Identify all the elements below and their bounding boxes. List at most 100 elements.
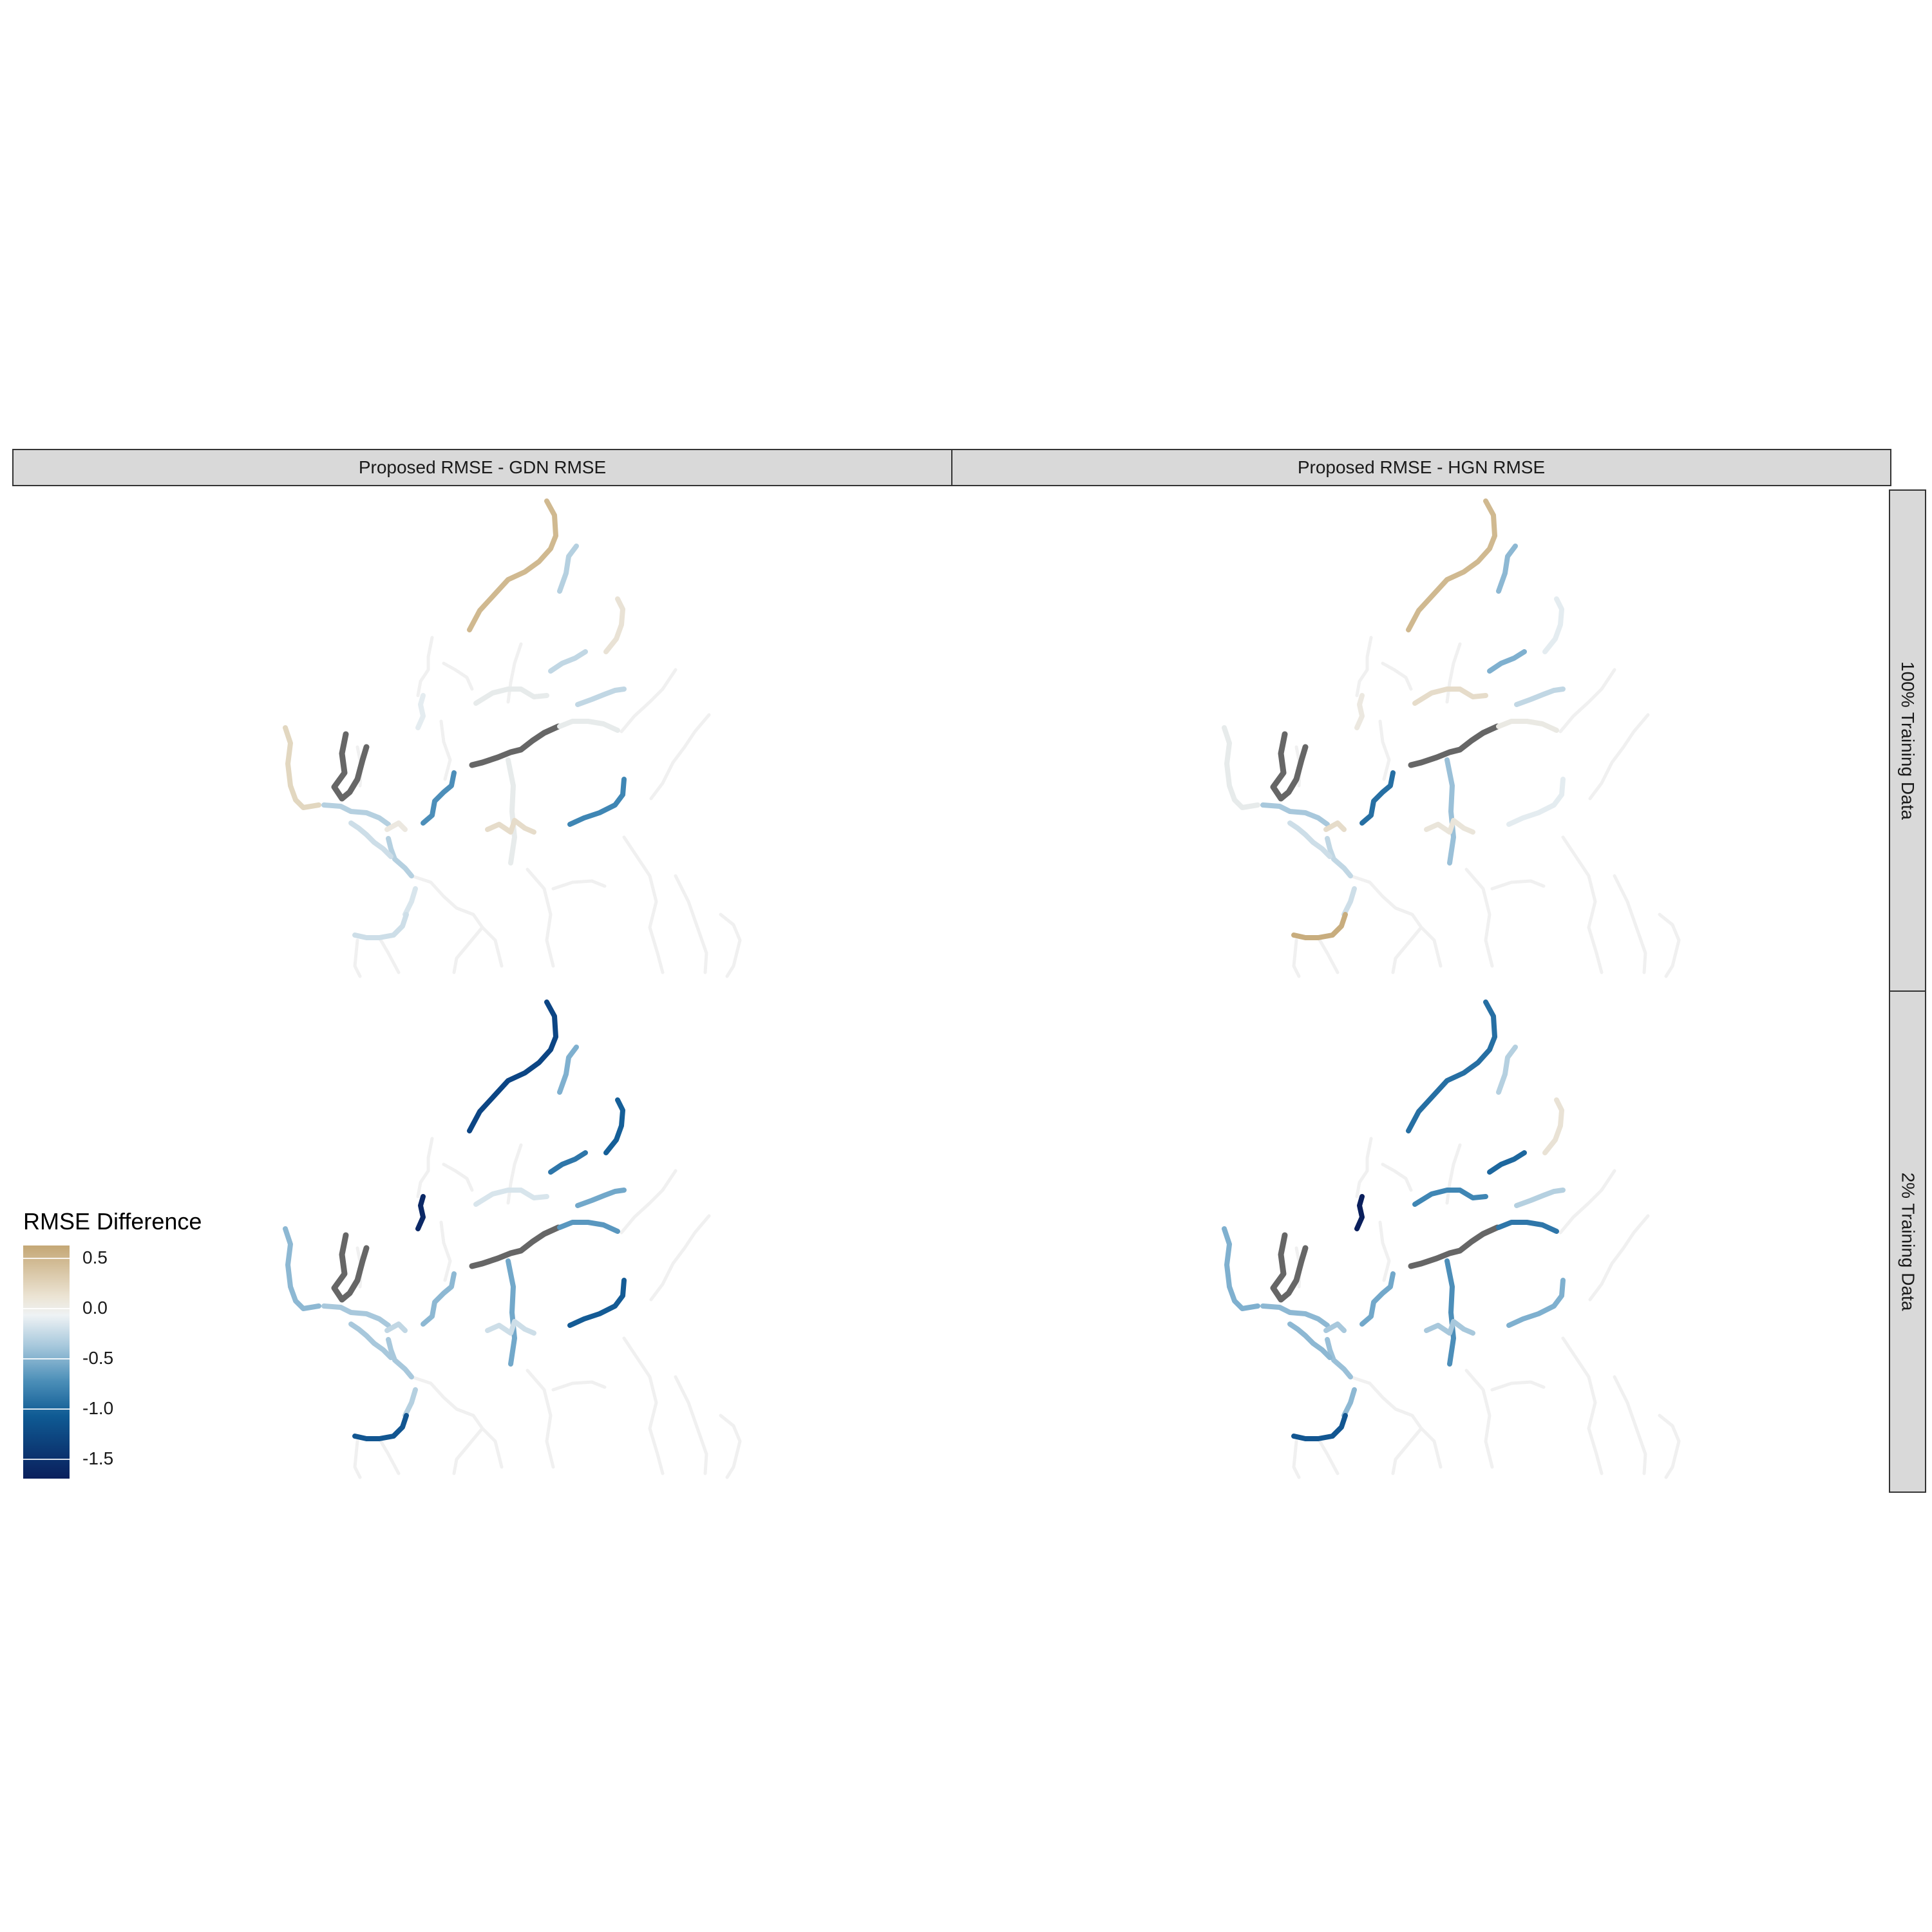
river-segment-wg	[331, 731, 370, 802]
background-river	[1464, 1368, 1494, 1469]
background-river	[526, 1368, 555, 1469]
legend-tick-label: -1.5	[82, 1448, 114, 1468]
legend-tick-label: -1.0	[82, 1397, 114, 1418]
river-segment-n5	[1412, 687, 1488, 706]
background-river	[1292, 938, 1301, 978]
facet-strip-hgn: Proposed RMSE - HGN RMSE	[951, 449, 1891, 486]
river-segment-w2	[321, 802, 391, 827]
river-segment-n1	[1406, 498, 1497, 632]
river-segment-s4	[352, 912, 409, 940]
background-river	[442, 661, 474, 691]
river-segment-s3	[402, 1387, 418, 1418]
river-segment-c1	[506, 757, 517, 866]
river-segment-e3	[567, 777, 627, 827]
background-river	[1588, 1214, 1650, 1302]
background-river	[622, 835, 665, 974]
legend-colorbar	[23, 1245, 70, 1479]
background-river	[506, 1143, 523, 1205]
facet-label-hgn: Proposed RMSE - HGN RMSE	[1297, 457, 1546, 477]
river-segment-s1	[1325, 1337, 1353, 1379]
background-river	[674, 1375, 708, 1475]
background-river	[1381, 661, 1413, 691]
river-segment-s1	[386, 1337, 414, 1379]
river-segment-m1	[1424, 818, 1475, 835]
background-river	[620, 668, 677, 734]
river-segment-e1	[1496, 719, 1559, 733]
river-segment-cg	[469, 1224, 562, 1269]
background-river	[506, 642, 523, 704]
background-river	[1464, 867, 1494, 968]
background-river	[1292, 1439, 1301, 1479]
river-segment-n4	[1487, 1150, 1527, 1175]
background-river	[452, 1426, 484, 1475]
river-segment-s3	[1341, 1387, 1357, 1418]
river-segment-c1	[1444, 1258, 1456, 1367]
river-segment-e3	[567, 1278, 627, 1328]
river-segment-n2	[1496, 544, 1518, 594]
background-river	[719, 1414, 742, 1479]
river-segment-s2	[1287, 1321, 1332, 1360]
background-river	[377, 936, 401, 974]
legend-tick-mark	[23, 1458, 70, 1460]
river-segment-n1	[467, 999, 558, 1133]
river-segment-wg	[1270, 731, 1309, 802]
river-segment-n6	[1354, 1194, 1365, 1231]
river-segment-w3	[384, 1321, 408, 1333]
background-river	[353, 938, 362, 978]
legend-tick-label: 0.0	[82, 1297, 108, 1318]
river-segment-e3	[1506, 1278, 1566, 1328]
background-river	[439, 719, 452, 781]
background-river	[1561, 835, 1604, 974]
legend-tick-label: 0.5	[82, 1247, 108, 1267]
facet-label-gdn: Proposed RMSE - GDN RMSE	[358, 457, 607, 477]
river-segment-e2	[1514, 687, 1566, 707]
background-river	[1588, 713, 1650, 800]
legend: RMSE Difference 0.5 0.0 -0.5 -1.0 -1.5	[23, 1208, 242, 1492]
legend-title: RMSE Difference	[23, 1208, 202, 1235]
river-segment-s1	[1325, 836, 1353, 878]
river-segment-s2	[1287, 820, 1332, 859]
river-segment-n2	[557, 1045, 579, 1095]
river-segment-m1	[1424, 1319, 1475, 1336]
river-segment-w3	[1323, 820, 1347, 832]
river-segment-n3	[603, 596, 625, 654]
background-river	[416, 1137, 434, 1198]
river-segment-n4	[548, 1150, 588, 1175]
background-river	[649, 1214, 711, 1302]
river-segment-n6	[415, 693, 426, 730]
river-segment-cg	[1408, 723, 1501, 768]
map-panel-hgn-100pct	[1222, 498, 1681, 978]
river-segment-m1	[485, 818, 536, 835]
facet-label-100pct: 100% Training Data	[1898, 661, 1918, 820]
river-segment-wg	[1270, 1232, 1309, 1303]
legend-tick-label: -0.5	[82, 1347, 114, 1368]
river-segment-s3	[1341, 886, 1357, 917]
river-segment-n2	[557, 544, 579, 594]
background-river	[1378, 719, 1391, 781]
background-river	[1558, 1169, 1616, 1235]
background-river	[1316, 1437, 1340, 1475]
background-river	[1381, 1162, 1413, 1192]
river-segment-n5	[473, 687, 549, 706]
background-river	[1490, 879, 1546, 891]
river-segment-s1	[386, 836, 414, 878]
river-segment-n3	[1542, 596, 1564, 654]
river-segment-e1	[557, 1220, 620, 1234]
river-segment-n1	[467, 498, 558, 632]
facet-strip-2pct: 2% Training Data	[1889, 990, 1926, 1493]
background-river	[551, 1380, 607, 1392]
river-segment-cg	[1408, 1224, 1501, 1269]
river-segment-n3	[603, 1097, 625, 1155]
river-segment-n5	[1412, 1188, 1488, 1207]
background-river	[674, 874, 708, 974]
river-segment-n3	[1542, 1097, 1564, 1155]
facet-strip-gdn: Proposed RMSE - GDN RMSE	[12, 449, 952, 486]
river-segment-c1	[506, 1258, 517, 1367]
background-river	[377, 1437, 401, 1475]
river-segment-c2	[421, 770, 457, 826]
map-panel-gdn-2pct	[283, 999, 742, 1479]
background-river	[1378, 1220, 1391, 1282]
river-segment-w3	[384, 820, 408, 832]
background-river	[442, 1162, 474, 1192]
river-segment-s2	[348, 1321, 393, 1360]
